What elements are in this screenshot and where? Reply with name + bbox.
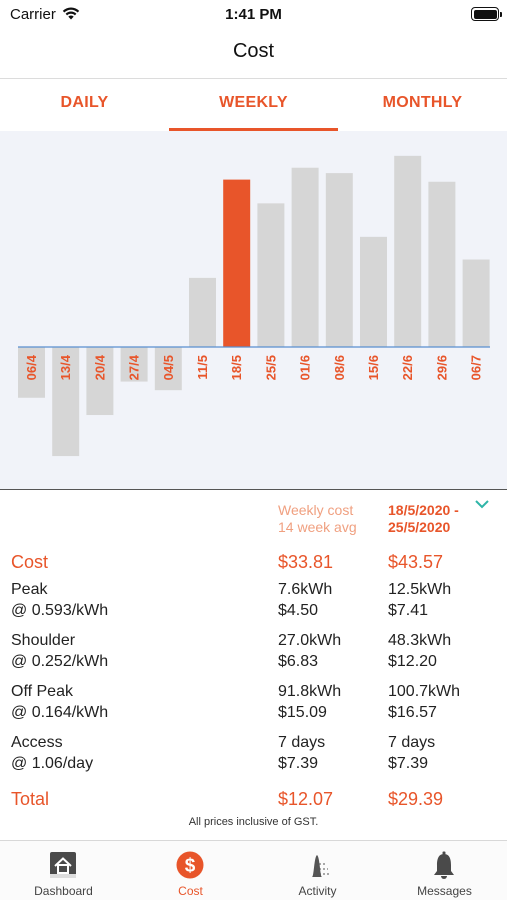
access-label: Access	[11, 734, 63, 751]
bottom-tab-bar: Dashboard $ Cost Activity Messages	[0, 840, 507, 900]
tabbar-messages[interactable]: Messages	[381, 841, 507, 900]
avg-header-line1: Weekly cost	[278, 502, 354, 518]
bar-01-6[interactable]	[291, 167, 319, 347]
x-tick-label: 11/5	[195, 355, 210, 380]
offpeak-avg-kwh: 91.8kWh	[278, 683, 342, 700]
tabbar-cost[interactable]: $ Cost	[127, 841, 254, 900]
access-avg-cost: $7.39	[278, 755, 319, 772]
x-tick-label: 06/4	[24, 354, 39, 380]
dollar-icon: $	[176, 851, 204, 879]
bar-29-6[interactable]	[428, 181, 456, 347]
chevron-down-icon[interactable]	[474, 498, 490, 510]
weekly-cost-chart: 06/4 13/4 20/4 27/4 04/5 11/5 18/5 25/5 01/6 08/6…	[0, 131, 507, 489]
x-tick-label: 27/4	[127, 354, 142, 380]
peak-avg-cost: $4.50	[278, 602, 319, 619]
bar-20-4[interactable]	[86, 347, 114, 416]
wifi-icon	[62, 7, 80, 20]
home-icon	[50, 852, 76, 878]
x-tick-label: 20/4	[92, 354, 107, 380]
shoulder-avg-kwh: 27.0kWh	[278, 632, 342, 649]
bell-icon	[434, 851, 454, 879]
bar-06-7[interactable]	[462, 259, 490, 347]
gst-note: All prices inclusive of GST.	[188, 816, 319, 828]
offpeak-avg-cost: $15.09	[278, 704, 327, 721]
tab-monthly[interactable]: MONTHLY	[382, 94, 463, 111]
svg-text:$: $	[185, 856, 196, 877]
tab-daily[interactable]: DAILY	[60, 94, 109, 111]
avg-column-header: Weekly cost 14 week avg	[278, 502, 357, 536]
offpeak-rate: @ 0.164/kWh	[11, 704, 109, 721]
peak-avg-kwh: 7.6kWh	[278, 581, 333, 598]
carrier-label: Carrier	[10, 6, 56, 23]
shoulder-avg-cost: $6.83	[278, 653, 319, 670]
date-range-header[interactable]: 18/5/2020 - 25/5/2020	[388, 502, 459, 536]
bar-chart: 06/4 13/4 20/4 27/4 04/5 11/5 18/5 25/5 01/6 08/6…	[18, 155, 490, 457]
tab-weekly[interactable]: WEEKLY	[219, 94, 288, 111]
x-tick-label: 15/6	[366, 355, 381, 380]
bar-13-4[interactable]	[52, 347, 80, 457]
offpeak-week-kwh: 100.7kWh	[388, 683, 461, 700]
bar-11-5[interactable]	[189, 277, 216, 347]
nav-divider	[0, 78, 507, 79]
access-avg-days: 7 days	[278, 734, 326, 751]
shoulder-week-cost: $12.20	[388, 653, 437, 670]
total-week-value: $29.39	[388, 789, 444, 809]
shoulder-rate: @ 0.252/kWh	[11, 653, 109, 670]
status-time: 1:41 PM	[225, 6, 282, 23]
cost-week-value: $43.57	[388, 552, 444, 572]
date-range-line2: 25/5/2020	[388, 519, 451, 535]
cost-avg-value: $33.81	[278, 552, 334, 572]
total-avg-value: $12.07	[278, 789, 334, 809]
x-tick-label: 22/6	[400, 355, 415, 380]
x-tick-label: 25/5	[263, 355, 278, 380]
access-week-days: 7 days	[388, 734, 436, 751]
access-week-cost: $7.39	[388, 755, 429, 772]
date-range-line1: 18/5/2020 -	[388, 502, 459, 518]
bar-04-5[interactable]	[154, 347, 182, 391]
peak-week-cost: $7.41	[388, 602, 429, 619]
tabbar-cost-label: Cost	[178, 884, 203, 898]
bar-18-5[interactable]	[223, 179, 251, 347]
bar-25-5[interactable]	[257, 203, 285, 347]
status-bar: Carrier 1:41 PM	[0, 0, 507, 30]
x-tick-label: 01/6	[298, 355, 313, 380]
tabbar-dashboard-label: Dashboard	[34, 884, 93, 898]
total-label: Total	[11, 789, 50, 809]
x-tick-label: 18/5	[229, 355, 244, 380]
peak-week-kwh: 12.5kWh	[388, 581, 452, 598]
bar-06-4[interactable]	[18, 347, 45, 398]
bar-27-4[interactable]	[120, 347, 148, 382]
active-tab-indicator	[169, 128, 338, 131]
bar-15-6[interactable]	[360, 236, 387, 347]
cost-label: Cost	[11, 552, 49, 572]
peak-label: Peak	[11, 581, 48, 598]
bar-08-6[interactable]	[325, 173, 353, 347]
peak-rate: @ 0.593/kWh	[11, 602, 109, 619]
shoulder-label: Shoulder	[11, 632, 76, 649]
tabbar-activity[interactable]: Activity	[254, 841, 381, 900]
x-tick-label: 06/7	[469, 355, 484, 380]
shoulder-week-kwh: 48.3kWh	[388, 632, 452, 649]
tabbar-activity-label: Activity	[298, 884, 337, 898]
tabbar-messages-label: Messages	[417, 884, 472, 898]
page-title: Cost	[232, 40, 275, 62]
x-tick-label: 29/6	[434, 355, 449, 380]
activity-icon	[305, 855, 329, 877]
chart-divider	[0, 489, 507, 490]
offpeak-week-cost: $16.57	[388, 704, 437, 721]
x-tick-label: 08/6	[332, 355, 347, 380]
x-tick-label: 04/5	[161, 355, 176, 380]
tabbar-dashboard[interactable]: Dashboard	[0, 841, 127, 900]
avg-header-line2: 14 week avg	[278, 519, 357, 535]
bar-22-6[interactable]	[394, 155, 422, 347]
period-tabs: DAILY WEEKLY MONTHLY	[0, 79, 507, 131]
cost-summary: Weekly cost 14 week avg 18/5/2020 - 25/5…	[0, 490, 507, 840]
battery-icon	[471, 7, 502, 21]
x-tick-label: 13/4	[58, 354, 73, 380]
access-rate: @ 1.06/day	[11, 755, 94, 772]
offpeak-label: Off Peak	[11, 683, 73, 700]
